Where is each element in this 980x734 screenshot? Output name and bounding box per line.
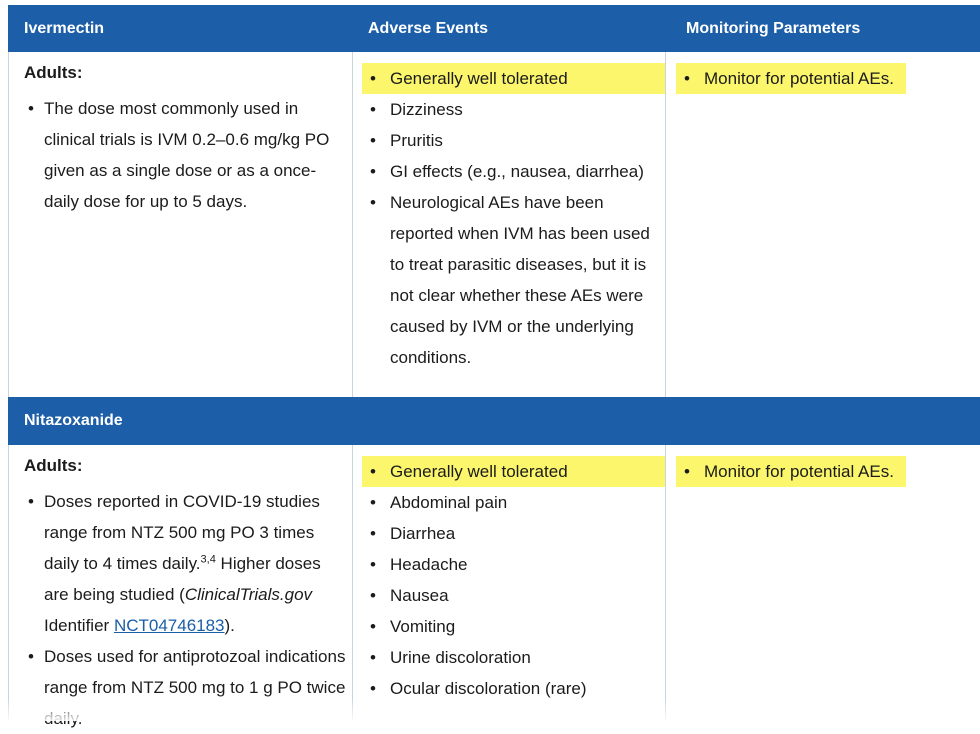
column-divider: [665, 5, 666, 397]
header-cell: Adverse Events: [368, 19, 489, 37]
adverse-event: Vomiting: [362, 611, 665, 642]
adverse-event: Generally well tolerated: [362, 456, 665, 487]
adverse-event: Dizziness: [362, 94, 665, 125]
dosing-item: Doses used for antiprotozoal indications…: [24, 641, 346, 734]
text: Doses used for antiprotozoal indications…: [44, 647, 346, 728]
italic-text: ClinicalTrials.gov: [184, 585, 313, 604]
adverse-event: Generally well tolerated: [362, 63, 665, 94]
adverse-event: Urine discoloration: [362, 642, 665, 673]
column-divider: [665, 445, 666, 721]
adverse-event: Neurological AEs have been reported when…: [362, 187, 665, 373]
adverse-events-list: Generally well toleratedDizzinessPruriti…: [362, 63, 665, 373]
header-cell: Monitoring Parameters: [686, 19, 861, 37]
adverse-events-list: Generally well toleratedAbdominal painDi…: [362, 456, 665, 704]
adverse-event: GI effects (e.g., nausea, diarrhea): [362, 156, 665, 187]
adverse-event: Pruritis: [362, 125, 665, 156]
monitoring-cell: Monitor for potential AEs.: [676, 456, 976, 487]
text: Identifier: [44, 616, 114, 635]
header-cell: Nitazoxanide: [24, 412, 123, 429]
dosing-item: The dose most commonly used in clinical …: [24, 93, 346, 217]
column-divider: [352, 445, 353, 721]
monitoring-list: Monitor for potential AEs.: [676, 63, 976, 94]
adverse-event: Nausea: [362, 580, 665, 611]
dosing-list: The dose most commonly used in clinical …: [24, 93, 346, 217]
adverse-event: Abdominal pain: [362, 487, 665, 518]
adverse-event: Diarrhea: [362, 518, 665, 549]
citation: 3,4: [200, 553, 216, 566]
text: The dose most commonly used in clinical …: [44, 99, 330, 211]
population: Adults:: [24, 456, 83, 475]
column-divider: [352, 5, 353, 397]
dosing-item: Doses reported in COVID-19 studies range…: [24, 486, 346, 641]
trial-link[interactable]: NCT04746183: [113, 616, 225, 635]
text: ).: [224, 616, 235, 635]
adverse-events-cell: Generally well toleratedAbdominal painDi…: [362, 456, 665, 704]
monitoring-cell: Monitor for potential AEs.: [676, 63, 976, 94]
dosing-list: Doses reported in COVID-19 studies range…: [24, 486, 346, 734]
adverse-events-cell: Generally well toleratedDizzinessPruriti…: [362, 63, 665, 373]
adverse-event: Headache: [362, 549, 665, 580]
table-border: [8, 52, 9, 721]
dosing-cell: Adults: Doses reported in COVID-19 studi…: [24, 450, 346, 734]
header-cell: Ivermectin: [24, 19, 105, 37]
text: Doses reported in COVID-19 studies range…: [44, 492, 320, 573]
text: Higher doses are being studied (: [44, 554, 321, 604]
monitoring-item: Monitor for potential AEs.: [676, 456, 906, 487]
adverse-event: Ocular discoloration (rare): [362, 673, 665, 704]
monitoring-item: Monitor for potential AEs.: [676, 63, 906, 94]
dosing-cell: Adults: The dose most commonly used in c…: [24, 57, 346, 217]
monitoring-list: Monitor for potential AEs.: [676, 456, 976, 487]
population: Adults:: [24, 63, 83, 82]
header-row: Ivermectin Adverse Events Monitoring Par…: [8, 5, 980, 52]
header-row: Nitazoxanide: [8, 397, 980, 445]
